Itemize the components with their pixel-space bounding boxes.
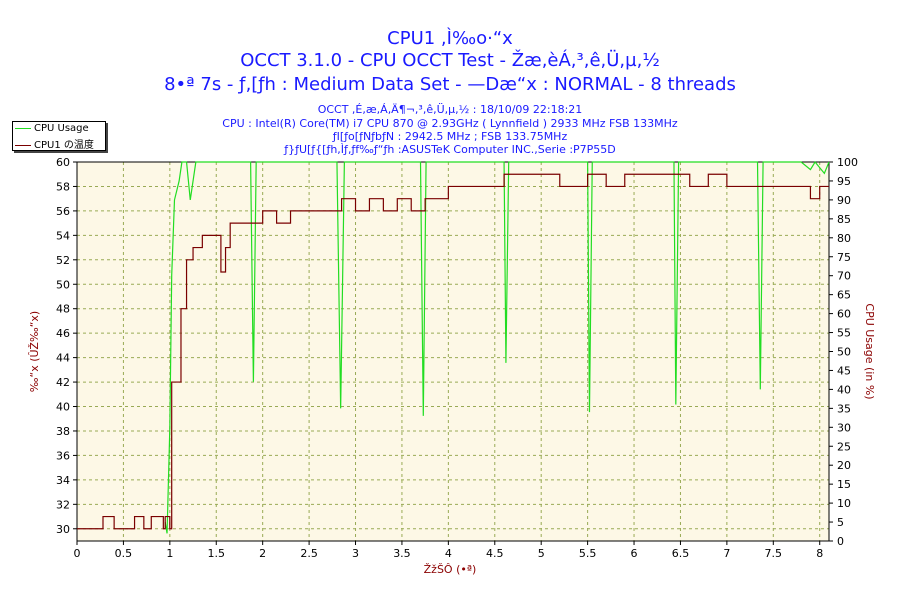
info-date: OCCT ,É,æ,Á,Ä¶¬,³,ê,Ü,µ,½ : 18/10/09 22:… [317,103,583,116]
x-tick-label: 1.5 [208,547,226,560]
y-right-tick-label: 70 [837,270,851,283]
y-right-tick-label: 25 [837,440,851,453]
y-right-tick-label: 10 [837,497,851,510]
x-tick-label: 0.5 [115,547,133,560]
x-tick-label: 4.5 [486,547,504,560]
x-tick-label: 8 [816,547,823,560]
x-tick-label: 3 [352,547,359,560]
y-right-tick-label: 65 [837,289,851,302]
y-left-tick-label: 44 [56,352,70,365]
y-right-tick-label: 30 [837,421,851,434]
y-left-tick-label: 32 [56,498,70,511]
y-right-tick-label: 60 [837,308,851,321]
y-right-axis-label: CPU Usage (in %) [863,303,876,399]
info-motherboard: ƒ}ƒU[ƒ{[ƒh,Ìƒ‚ƒf‰ƒ“ƒh :ASUSTeK Computer … [284,143,616,156]
y-left-tick-label: 46 [56,327,70,340]
x-tick-label: 0 [74,547,81,560]
y-left-tick-label: 30 [56,523,70,536]
plot-area [77,162,829,541]
y-left-tick-label: 42 [56,376,70,389]
y-left-tick-label: 56 [56,205,70,218]
x-tick-label: 4 [445,547,452,560]
x-tick-label: 7.5 [765,547,783,560]
chart-legend: CPU Usage CPU1 の温度 [12,121,106,151]
x-tick-label: 2 [259,547,266,560]
info-cpu: CPU : Intel(R) Core(TM) i7 CPU 870 @ 2.9… [222,117,678,130]
y-left-tick-label: 54 [56,229,70,242]
y-right-tick-label: 35 [837,402,851,415]
y-left-tick-label: 40 [56,401,70,414]
y-left-axis-label: ‰“x (ÛŽ‰“x) [28,311,41,392]
y-left-tick-label: 52 [56,254,70,267]
y-right-tick-label: 50 [837,346,851,359]
y-right-tick-label: 40 [837,383,851,396]
chart-subtitle: OCCT 3.1.0 - CPU OCCT Test - Žæ,èÁ,³,ê,Ü… [240,50,660,71]
y-left-tick-label: 38 [56,425,70,438]
y-right-tick-label: 75 [837,251,851,264]
y-left-tick-label: 58 [56,180,70,193]
y-right-tick-label: 80 [837,232,851,245]
y-left-tick-label: 34 [56,474,70,487]
y-right-tick-label: 90 [837,194,851,207]
legend-label-temp: CPU1 の温度 [34,140,94,151]
y-right-tick-label: 0 [837,535,844,548]
y-right-tick-label: 45 [837,364,851,377]
legend-swatch-usage [15,127,31,129]
info-overclock: ƒI[ƒo[ƒNƒbƒN : 2942.5 MHz ; FSB 133.75MH… [332,130,568,143]
y-right-tick-label: 85 [837,213,851,226]
x-tick-label: 5.5 [579,547,597,560]
y-left-tick-label: 50 [56,278,70,291]
y-left-tick-label: 60 [56,156,70,169]
x-tick-label: 6 [631,547,638,560]
y-right-tick-label: 5 [837,516,844,529]
x-tick-label: 1 [166,547,173,560]
x-tick-label: 3.5 [393,547,411,560]
y-right-tick-label: 55 [837,327,851,340]
chart-title: CPU1 ,Ì‰ο·“x [387,28,513,49]
x-tick-label: 7 [723,547,730,560]
series-line-cpu-usage [164,160,830,534]
y-left-tick-label: 36 [56,449,70,462]
x-axis-label: ŽžŠÔ (•ª) [424,563,477,576]
legend-entry-usage: CPU Usage [15,123,89,136]
test-description: 8•ª 7s - ƒ‚[ƒh : Medium Data Set - —Dæ“x… [164,74,736,95]
y-right-tick-label: 20 [837,459,851,472]
y-right-tick-label: 100 [837,156,858,169]
series-line-cpu-temperature [77,173,829,530]
y-left-tick-label: 48 [56,303,70,316]
x-tick-label: 6.5 [672,547,690,560]
x-tick-label: 5 [538,547,545,560]
y-right-tick-label: 15 [837,478,851,491]
legend-label-usage: CPU Usage [34,123,89,134]
legend-entry-temp: CPU1 の温度 [15,136,94,151]
legend-swatch-temp [15,144,31,146]
x-tick-label: 2.5 [300,547,318,560]
y-right-tick-label: 95 [837,175,851,188]
